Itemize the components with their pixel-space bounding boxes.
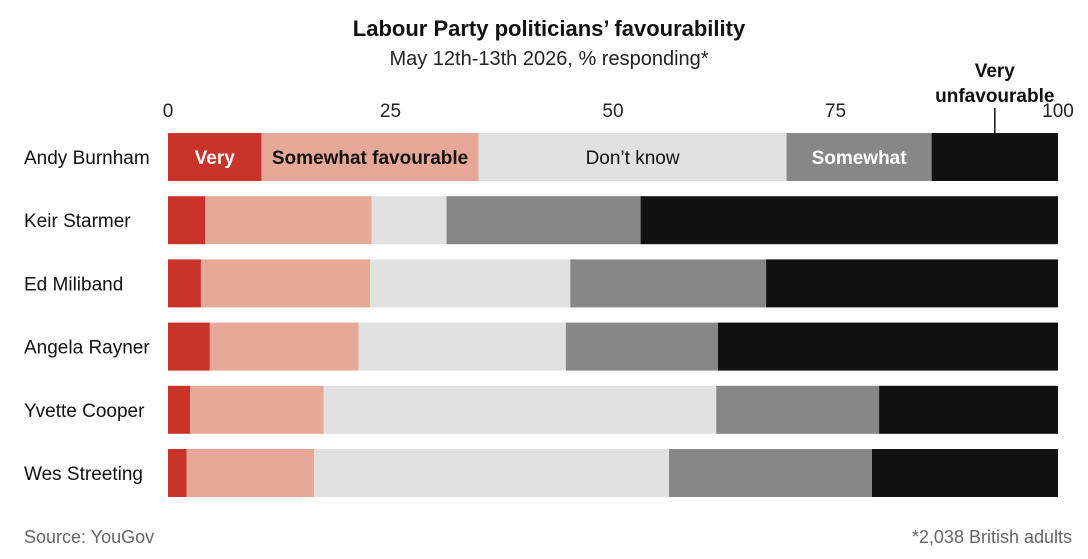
x-tick-label-50: 50 [602, 101, 623, 122]
bar-ed-miliband-don-t-know [370, 259, 571, 308]
callout-label-line2: unfavourable [935, 86, 1054, 107]
bar-wes-streeting-somewhat-unfavourable [669, 449, 872, 497]
bar-yvette-cooper-very-unfavourable [879, 385, 1058, 434]
bar-ed-miliband-very-favourable [168, 259, 201, 308]
x-tick-label-100: 100 [1042, 101, 1074, 122]
segment-label-very-favourable: Very [195, 148, 236, 169]
segment-label-don-t-know: Don’t know [586, 148, 680, 169]
bar-wes-streeting-very-favourable [168, 449, 187, 497]
bar-keir-starmer-don-t-know [371, 196, 447, 245]
bar-angela-rayner-don-t-know [358, 322, 566, 371]
bar-ed-miliband-very-unfavourable [766, 259, 1058, 308]
segment-label-somewhat-unfavourable: Somewhat [812, 148, 908, 169]
row-label-andy-burnham: Andy Burnham [24, 148, 150, 169]
chart-subtitle: May 12th-13th 2026, % responding* [389, 48, 709, 70]
row-label-ed-miliband: Ed Miliband [24, 274, 123, 295]
x-tick-label-0: 0 [163, 101, 174, 122]
bar-yvette-cooper-somewhat-favourable [190, 385, 324, 434]
chart-title: Labour Party politicians’ favourability [352, 16, 746, 41]
bar-angela-rayner-somewhat-favourable [209, 322, 359, 371]
bar-andy-burnham-somewhat-favourable [261, 133, 479, 181]
bar-andy-burnham-very-unfavourable [931, 133, 1058, 181]
bar-angela-rayner-very-unfavourable [718, 322, 1058, 371]
bar-angela-rayner-somewhat-unfavourable [565, 322, 719, 371]
callout-label-line1: Very [975, 61, 1016, 82]
bar-yvette-cooper-very-favourable [168, 385, 191, 434]
segment-label-somewhat-favourable: Somewhat favourable [272, 148, 468, 169]
bar-wes-streeting-somewhat-favourable [186, 449, 314, 497]
footnote: *2,038 British adults [911, 527, 1072, 547]
bar-ed-miliband-somewhat-favourable [200, 259, 371, 308]
row-label-angela-rayner: Angela Rayner [24, 338, 150, 359]
bar-keir-starmer-very-unfavourable [640, 196, 1058, 245]
bar-keir-starmer-somewhat-favourable [205, 196, 372, 245]
row-label-keir-starmer: Keir Starmer [24, 211, 131, 232]
bar-keir-starmer-somewhat-unfavourable [446, 196, 641, 245]
bar-andy-burnham-somewhat-unfavourable [786, 133, 932, 181]
bar-yvette-cooper-don-t-know [323, 385, 717, 434]
bar-wes-streeting-very-unfavourable [871, 449, 1058, 497]
bar-angela-rayner-very-favourable [168, 322, 210, 371]
row-label-yvette-cooper: Yvette Cooper [24, 401, 145, 422]
row-label-wes-streeting: Wes Streeting [24, 464, 143, 485]
source-note: Source: YouGov [24, 527, 155, 547]
bar-yvette-cooper-somewhat-unfavourable [716, 385, 880, 434]
bar-ed-miliband-somewhat-unfavourable [570, 259, 767, 308]
bar-keir-starmer-very-favourable [168, 196, 206, 245]
bar-wes-streeting-don-t-know [313, 449, 670, 497]
x-tick-label-75: 75 [825, 101, 846, 122]
bar-andy-burnham-don-t-know [478, 133, 787, 181]
x-tick-label-25: 25 [380, 101, 401, 122]
bar-andy-burnham-very-favourable [168, 133, 262, 181]
